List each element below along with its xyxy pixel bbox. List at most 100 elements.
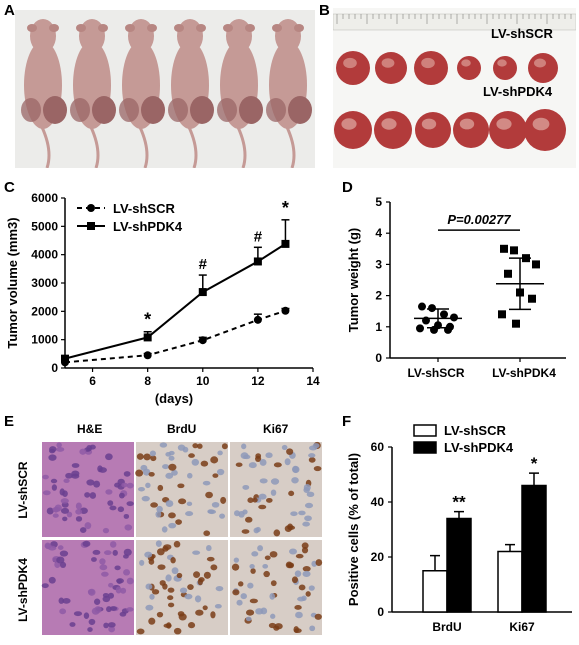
cell-nucleus [108,582,114,588]
cell-nucleus [214,604,222,609]
bar-lv-shscr [497,550,523,613]
cell-nucleus [295,553,304,559]
cell-nucleus [94,606,102,614]
cell-nucleus [301,547,309,554]
y-tick-label: 5000 [31,219,58,233]
cell-nucleus [159,442,168,448]
cell-nucleus [294,604,302,610]
cell-nucleus [185,511,194,517]
bar-lv-shpdk4 [446,517,472,613]
tumor-label-shpdk4: LV-shPDK4 [483,84,553,99]
cell-nucleus [123,471,131,477]
cell-nucleus [99,564,108,571]
cell-nucleus [264,555,271,561]
cell-nucleus [217,450,223,456]
cell-nucleus [145,604,154,611]
legend-marker [87,222,95,230]
cell-nucleus [236,599,243,606]
cell-nucleus [141,495,150,502]
mouse-ear [245,24,255,32]
cell-nucleus [56,447,65,452]
cell-nucleus [46,507,54,515]
mouse-ear [49,24,59,32]
cell-nucleus [175,519,182,525]
mouse-head [79,19,105,53]
cell-nucleus [139,559,145,566]
cell-nucleus [93,480,101,488]
data-point [198,336,207,345]
cell-nucleus [315,559,323,567]
cell-nucleus [192,550,201,555]
cell-nucleus [60,507,70,514]
cell-nucleus [167,602,175,608]
cell-nucleus [48,454,57,461]
y-tick-label: 20 [371,550,385,564]
cell-nucleus [247,582,254,589]
cell-nucleus [262,563,269,569]
tumor-highlight [497,59,507,67]
cell-nucleus [171,469,178,476]
cell-nucleus [171,567,179,575]
mouse-tumor [190,96,214,124]
significance-mark: * [531,454,538,473]
cell-nucleus [82,540,91,547]
mouse [21,19,67,168]
tumor-shscr [336,51,370,85]
cell-nucleus [59,608,67,615]
cell-nucleus [211,501,220,508]
cell-nucleus [288,490,295,497]
cell-nucleus [249,564,255,569]
cell-nucleus [149,593,155,600]
cell-nucleus [151,589,160,595]
mouse-ear [147,24,157,32]
cell-nucleus [245,516,253,523]
cell-nucleus [102,527,110,534]
cell-nucleus [273,462,282,468]
mouse-ear [272,24,282,32]
cell-nucleus [57,545,64,550]
cell-nucleus [309,625,316,632]
cell-nucleus [107,622,116,628]
cell-nucleus [191,458,200,466]
data-point [512,319,520,328]
tumor-highlight [343,57,357,69]
cell-nucleus [210,564,218,571]
cell-nucleus [79,527,87,534]
cell-nucleus [233,557,240,563]
cell-nucleus [305,591,311,597]
y-tick-label: 2000 [31,304,58,318]
y-tick-label: 60 [371,440,385,454]
data-point [428,304,436,313]
cell-nucleus [103,550,112,556]
data-point [418,302,426,311]
cell-nucleus [167,595,174,601]
cell-nucleus [270,580,277,587]
cell-nucleus [203,530,211,537]
tumor-highlight [459,118,475,130]
cell-nucleus [166,622,172,629]
cell-nucleus [155,540,162,547]
cell-nucleus [62,516,68,522]
cell-nucleus [294,628,302,634]
legend-label: LV-shSCR [444,423,506,438]
mouse-tumor [43,96,67,124]
cell-nucleus [75,502,82,510]
cell-nucleus [165,472,174,479]
cell-nucleus [203,571,211,579]
mouse [266,19,312,168]
cell-nucleus [97,465,103,473]
cell-nucleus [150,455,157,462]
cell-nucleus [270,613,276,619]
cell-nucleus [162,464,170,470]
cell-nucleus [143,453,151,461]
cell-nucleus [59,488,65,496]
cell-nucleus [65,472,73,479]
tumor-highlight [381,58,395,68]
cell-nucleus [242,484,250,490]
cell-nucleus [308,453,316,458]
tumor-weight-chart: 0 1 2 3 4 5 Tumor weight (g) LV-shSCR LV-shPDK4 P… [346,195,566,380]
data-point [440,310,448,319]
data-point [281,239,290,248]
cell-nucleus [148,617,156,625]
y-tick-label: 1000 [31,333,58,347]
